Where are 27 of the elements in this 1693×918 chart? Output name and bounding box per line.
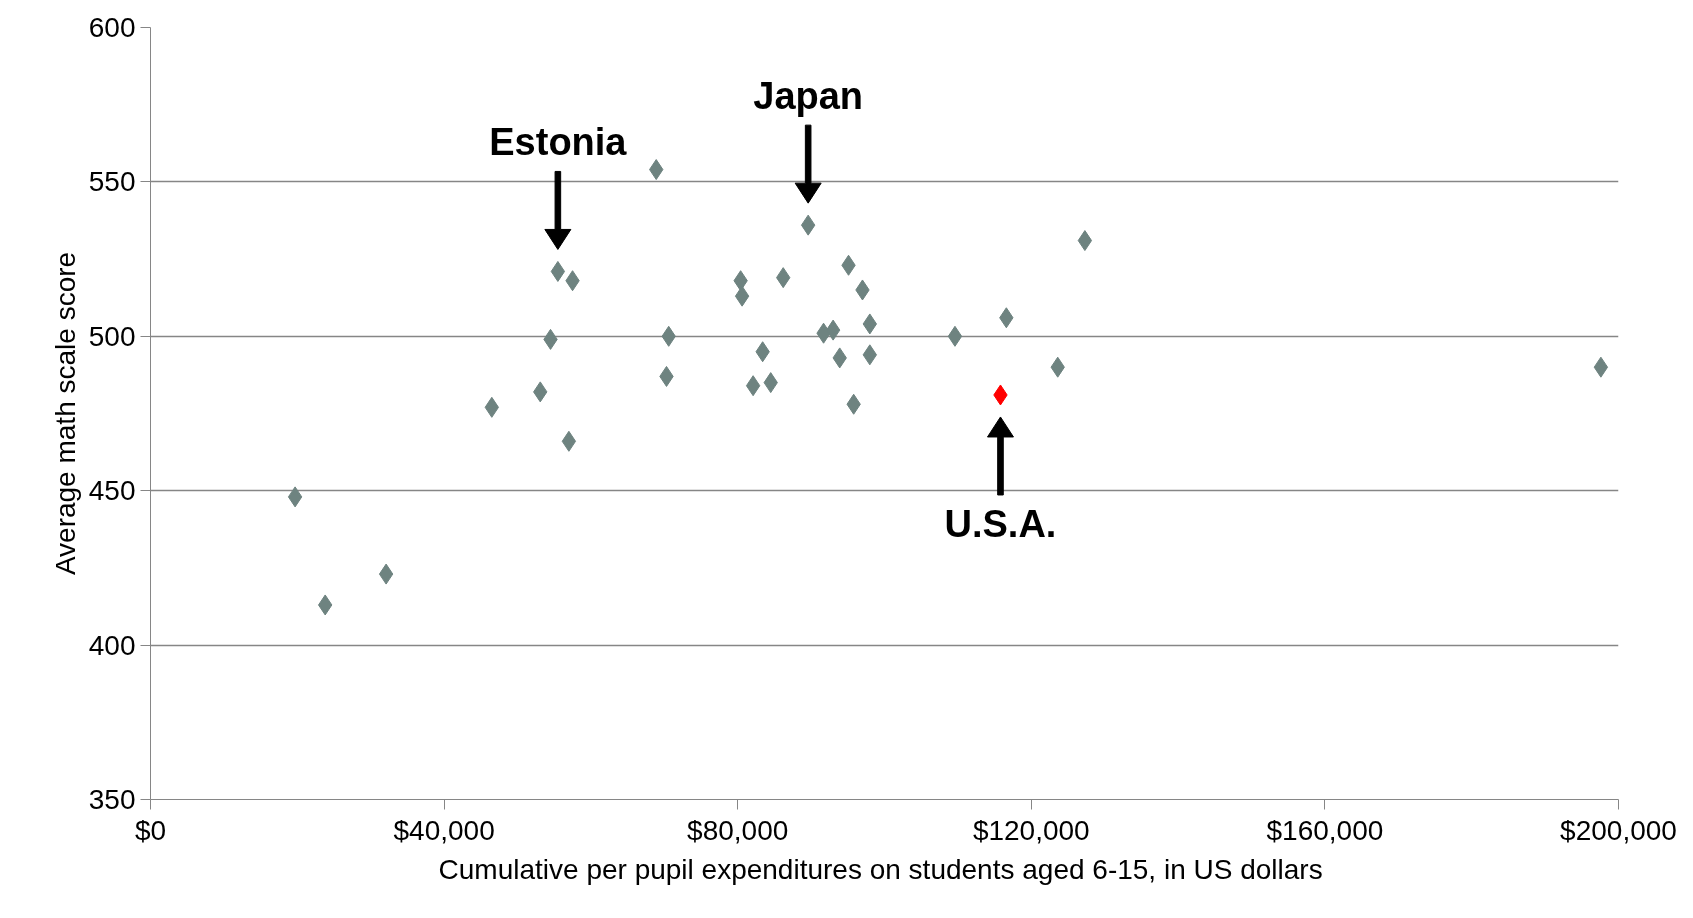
x-tick-label: $120,000 bbox=[972, 814, 1090, 846]
y-tick-label: 550 bbox=[88, 166, 136, 198]
y-tick-label: 400 bbox=[88, 629, 136, 661]
x-tick-label: $40,000 bbox=[393, 814, 495, 846]
point bbox=[734, 285, 750, 307]
y-tick-label: 500 bbox=[88, 320, 136, 352]
point bbox=[745, 375, 761, 397]
point bbox=[947, 325, 963, 347]
point bbox=[550, 260, 566, 282]
annotation: Japan bbox=[753, 75, 864, 118]
x-axis-title: Cumulative per pupil expenditures on students aged 6-15, in US dollars bbox=[438, 853, 1323, 885]
y-axis-title: Average math scale score bbox=[49, 251, 81, 576]
x-tick-label: $200,000 bbox=[1560, 814, 1677, 846]
point bbox=[1077, 230, 1093, 252]
annotation: Estonia bbox=[489, 121, 628, 164]
annotation: U.S.A. bbox=[944, 502, 1057, 545]
point bbox=[378, 563, 394, 585]
x-tick-label: $0 bbox=[134, 814, 167, 846]
y-tick-label: 600 bbox=[88, 12, 136, 43]
y-tick-label: 350 bbox=[88, 784, 136, 815]
y-tick-label: 450 bbox=[88, 475, 136, 507]
x-tick-label: $80,000 bbox=[687, 814, 789, 846]
point bbox=[825, 319, 841, 341]
x-tick-label: $160,000 bbox=[1266, 814, 1384, 846]
point bbox=[1593, 356, 1609, 378]
point bbox=[287, 486, 303, 508]
point bbox=[561, 430, 577, 452]
